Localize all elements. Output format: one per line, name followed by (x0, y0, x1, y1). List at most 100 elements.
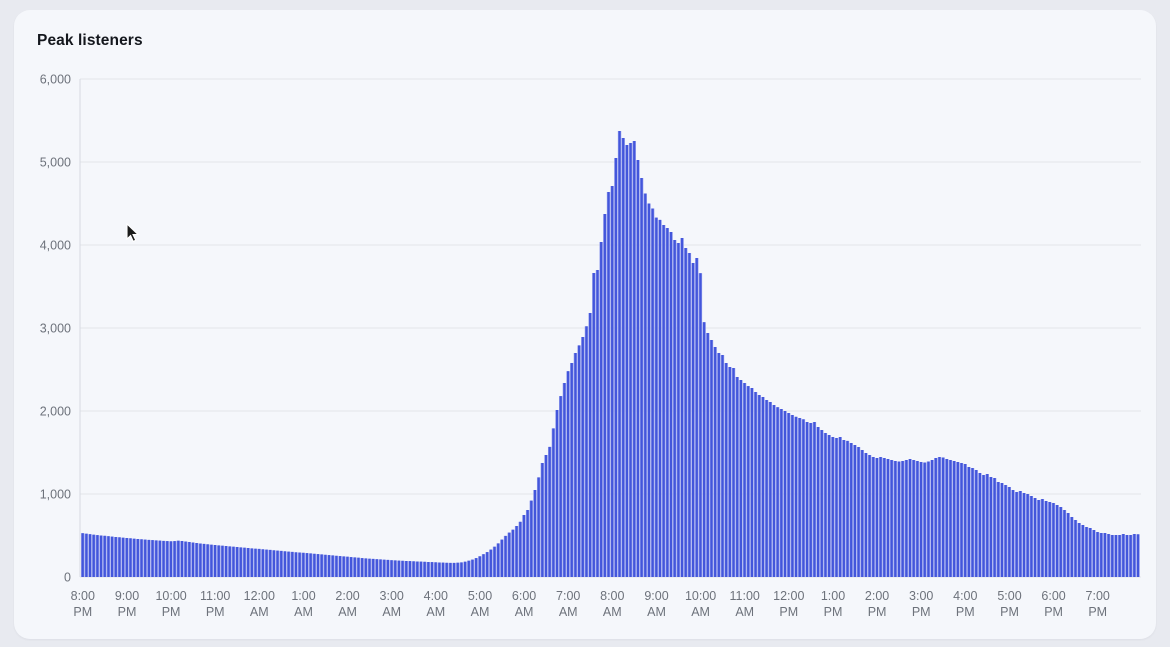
bar[interactable] (776, 407, 779, 577)
bar[interactable] (199, 543, 202, 578)
bar[interactable] (864, 453, 868, 577)
bar[interactable] (1063, 510, 1066, 577)
bar[interactable] (644, 193, 647, 578)
bar[interactable] (1000, 483, 1004, 577)
bar[interactable] (912, 460, 915, 577)
bar[interactable] (357, 557, 360, 577)
bar[interactable] (213, 545, 217, 577)
bar[interactable] (177, 540, 180, 577)
bar[interactable] (107, 536, 110, 577)
bar[interactable] (504, 535, 507, 577)
bar[interactable] (169, 541, 173, 577)
bar[interactable] (927, 461, 930, 578)
bar[interactable] (721, 355, 724, 577)
bar[interactable] (714, 347, 717, 577)
bar[interactable] (798, 418, 801, 577)
bar[interactable] (997, 482, 1000, 577)
bar[interactable] (677, 243, 680, 577)
bar[interactable] (669, 232, 673, 577)
bar[interactable] (1136, 534, 1140, 577)
bar[interactable] (658, 219, 662, 577)
bar[interactable] (254, 548, 257, 577)
bar[interactable] (577, 345, 581, 577)
bar[interactable] (350, 557, 353, 577)
bar[interactable] (1008, 487, 1011, 577)
bar[interactable] (173, 541, 176, 577)
bar[interactable] (850, 443, 853, 577)
bar[interactable] (368, 558, 371, 577)
bar[interactable] (680, 238, 684, 577)
bar[interactable] (375, 559, 378, 577)
bar[interactable] (875, 458, 879, 577)
bar[interactable] (747, 386, 750, 577)
bar[interactable] (633, 141, 636, 577)
bar[interactable] (953, 461, 956, 577)
bar[interactable] (85, 533, 88, 577)
bar[interactable] (1004, 485, 1007, 577)
bar[interactable] (846, 440, 849, 577)
bar[interactable] (316, 554, 320, 577)
bar[interactable] (839, 437, 842, 577)
bar[interactable] (247, 548, 250, 577)
bar[interactable] (596, 270, 599, 577)
bar[interactable] (224, 546, 228, 577)
bar[interactable] (515, 526, 518, 577)
bar[interactable] (1067, 513, 1070, 577)
bar[interactable] (202, 543, 206, 577)
bar[interactable] (305, 553, 309, 577)
bar[interactable] (96, 535, 99, 577)
bar[interactable] (475, 558, 478, 577)
bar[interactable] (688, 253, 691, 577)
bar[interactable] (379, 559, 382, 577)
bar[interactable] (872, 457, 875, 577)
bar[interactable] (592, 273, 595, 577)
bar[interactable] (919, 462, 923, 577)
bar[interactable] (125, 538, 128, 577)
bar[interactable] (217, 545, 220, 577)
bar[interactable] (239, 547, 242, 577)
bar[interactable] (1022, 493, 1026, 577)
bar[interactable] (949, 460, 952, 577)
bar[interactable] (441, 562, 445, 577)
bar[interactable] (250, 548, 253, 577)
bar[interactable] (923, 462, 926, 578)
bar[interactable] (780, 409, 783, 577)
bar[interactable] (570, 363, 573, 577)
bar[interactable] (993, 478, 996, 577)
bar[interactable] (934, 458, 937, 577)
bar[interactable] (1107, 534, 1110, 577)
bar[interactable] (1019, 491, 1022, 577)
bar[interactable] (817, 427, 820, 577)
bar[interactable] (625, 145, 629, 577)
bar[interactable] (136, 539, 139, 577)
bar[interactable] (191, 542, 195, 578)
bar[interactable] (916, 461, 919, 577)
bar[interactable] (552, 428, 555, 577)
bar[interactable] (486, 552, 489, 577)
bar[interactable] (581, 337, 584, 577)
bar[interactable] (662, 225, 665, 577)
bar[interactable] (383, 559, 386, 577)
bar[interactable] (758, 395, 761, 577)
bar[interactable] (99, 535, 103, 578)
bar[interactable] (585, 326, 588, 577)
bar[interactable] (1100, 533, 1103, 577)
bar[interactable] (1085, 527, 1088, 577)
bar[interactable] (405, 561, 408, 577)
bar[interactable] (342, 556, 345, 577)
bar[interactable] (1125, 535, 1129, 577)
bar[interactable] (294, 552, 298, 577)
bar[interactable] (805, 422, 809, 577)
bar[interactable] (309, 553, 312, 577)
bar[interactable] (302, 552, 305, 577)
bar[interactable] (831, 437, 834, 577)
bar[interactable] (537, 477, 540, 577)
bar[interactable] (1070, 517, 1073, 577)
bar[interactable] (1030, 496, 1033, 577)
bar[interactable] (195, 543, 198, 577)
bar[interactable] (765, 400, 768, 577)
bar[interactable] (1096, 532, 1099, 577)
bar[interactable] (489, 549, 492, 577)
bar[interactable] (886, 459, 890, 577)
bar[interactable] (221, 545, 224, 577)
